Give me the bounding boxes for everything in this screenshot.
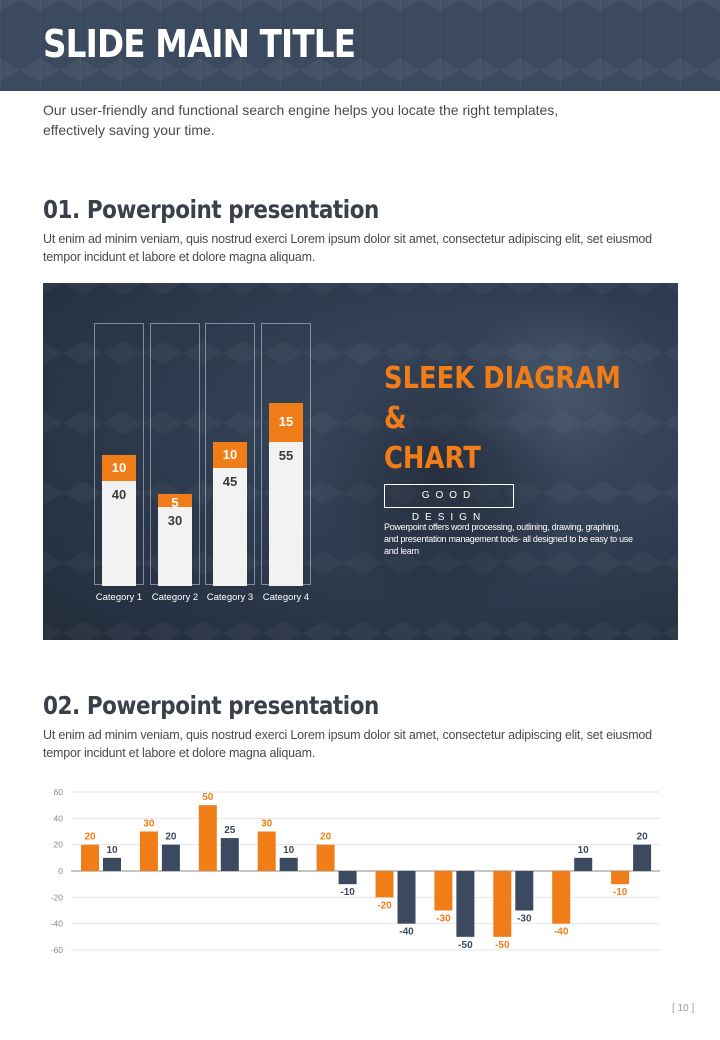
data-bar	[611, 871, 630, 885]
data-bar	[375, 871, 394, 898]
intro-text: Our user-friendly and functional search …	[43, 100, 603, 140]
bar-base-segment	[269, 441, 303, 586]
data-bar	[397, 871, 416, 924]
bar-top-segment	[269, 402, 303, 442]
data-value-label: -50	[458, 940, 473, 951]
intro-line-2: effectively saving your time.	[43, 122, 215, 138]
section-1-title: 01. Powerpoint presentation	[43, 195, 379, 224]
data-value-label: 10	[578, 845, 590, 856]
data-bar	[161, 844, 180, 871]
data-value-label: 20	[165, 832, 177, 843]
bar-top-value-label: 5	[171, 495, 179, 511]
bar-base-value-label: 30	[167, 513, 183, 529]
bar-base-value-label: 40	[111, 487, 127, 503]
y-tick-label: 0	[58, 866, 63, 876]
data-value-label: -40	[399, 927, 414, 938]
data-value-label: 20	[84, 832, 96, 843]
section-1-body: Ut enim ad minim veniam, quis nostrud ex…	[43, 232, 652, 264]
data-bar	[139, 831, 158, 871]
category-label: Category 1	[95, 592, 143, 603]
section-2-title: 02. Powerpoint presentation	[43, 691, 379, 720]
data-value-label: 20	[320, 832, 332, 843]
bar-top-segment	[158, 494, 192, 508]
category-label: Category 2	[151, 592, 199, 603]
data-bar	[198, 805, 217, 871]
data-bar	[633, 844, 652, 871]
diagram-banner: 40 10 Category 1 30 5 Category 2 45 10 Category …	[43, 283, 678, 640]
data-value-label: -40	[554, 927, 569, 938]
data-bar	[103, 857, 121, 871]
bar-base-value-label: 45	[222, 474, 238, 490]
y-tick-label: 40	[54, 813, 64, 823]
section-2-body: Ut enim ad minim veniam, quis nostrud ex…	[43, 728, 652, 760]
page-number: [ 10 ]	[672, 1003, 695, 1014]
banner-description: Powerpoint offers word processing, outli…	[384, 522, 633, 556]
bar-base-segment	[213, 468, 247, 586]
bar-base-segment	[158, 507, 192, 586]
data-value-label: 25	[224, 825, 236, 836]
data-bar	[257, 831, 276, 871]
data-value-label: 10	[106, 845, 118, 856]
data-bar	[338, 871, 357, 885]
bar-column-frame: 45 10	[205, 323, 255, 586]
data-bar	[574, 857, 593, 871]
bar-top-value-label: 10	[222, 447, 238, 462]
data-value-label: 30	[143, 819, 155, 830]
category-label: Category 4	[262, 592, 310, 603]
category-label: Category 3	[206, 592, 254, 603]
data-bar	[316, 844, 335, 871]
y-tick-label: 60	[54, 787, 64, 797]
data-bar	[81, 844, 99, 871]
data-bar	[552, 871, 571, 924]
slide-title: SLIDE MAIN TITLE	[43, 22, 356, 66]
background-photo-shade	[313, 323, 573, 623]
data-value-label: -30	[436, 914, 451, 925]
bar-column-frame: 40 10	[94, 323, 144, 586]
bar-base-segment	[102, 481, 136, 586]
banner-title-line-2: CHART	[384, 441, 481, 476]
good-design-tag: GOOD DESIGN	[384, 484, 514, 523]
y-tick-label: 20	[54, 840, 64, 850]
data-value-label: 20	[637, 832, 649, 843]
data-value-label: -30	[517, 914, 532, 925]
bar-top-segment	[102, 455, 136, 482]
data-value-label: 10	[283, 845, 295, 856]
banner-title-line-1: SLEEK DIAGRAM &	[384, 361, 621, 436]
title-bar: SLIDE MAIN TITLE	[0, 0, 720, 91]
data-value-label: 30	[261, 819, 273, 830]
bar-top-value-label: 10	[111, 460, 127, 476]
data-value-label: 50	[202, 792, 214, 803]
data-bar	[434, 871, 453, 911]
data-value-label: -20	[377, 900, 392, 911]
y-tick-label: -60	[51, 945, 64, 955]
bar-base-value-label: 55	[278, 447, 294, 463]
data-value-label: -10	[340, 887, 355, 898]
data-bar	[493, 871, 512, 937]
bar-top-segment	[213, 441, 247, 469]
data-bar	[456, 871, 475, 937]
intro-line-1: Our user-friendly and functional search …	[43, 102, 559, 118]
banner-title: SLEEK DIAGRAM & CHART	[384, 359, 625, 479]
data-bar	[220, 838, 239, 871]
y-tick-label: -40	[51, 919, 64, 929]
bar-top-value-label: 15	[278, 414, 294, 430]
data-bar	[515, 871, 534, 911]
data-value-label: -10	[613, 887, 628, 898]
data-bar	[279, 857, 298, 871]
bar-column-frame: 30 5	[150, 323, 200, 586]
positive-negative-bar-chart: 60 40 20 0 -20 -40 -60 20 30 50 30 20 -20 -30 -50 -40 -1…	[51, 787, 660, 955]
background-photo-highlight	[463, 293, 663, 473]
bar-column-frame: 55 15	[261, 323, 311, 586]
data-value-label: -50	[495, 940, 510, 951]
y-tick-label: -20	[51, 892, 64, 902]
